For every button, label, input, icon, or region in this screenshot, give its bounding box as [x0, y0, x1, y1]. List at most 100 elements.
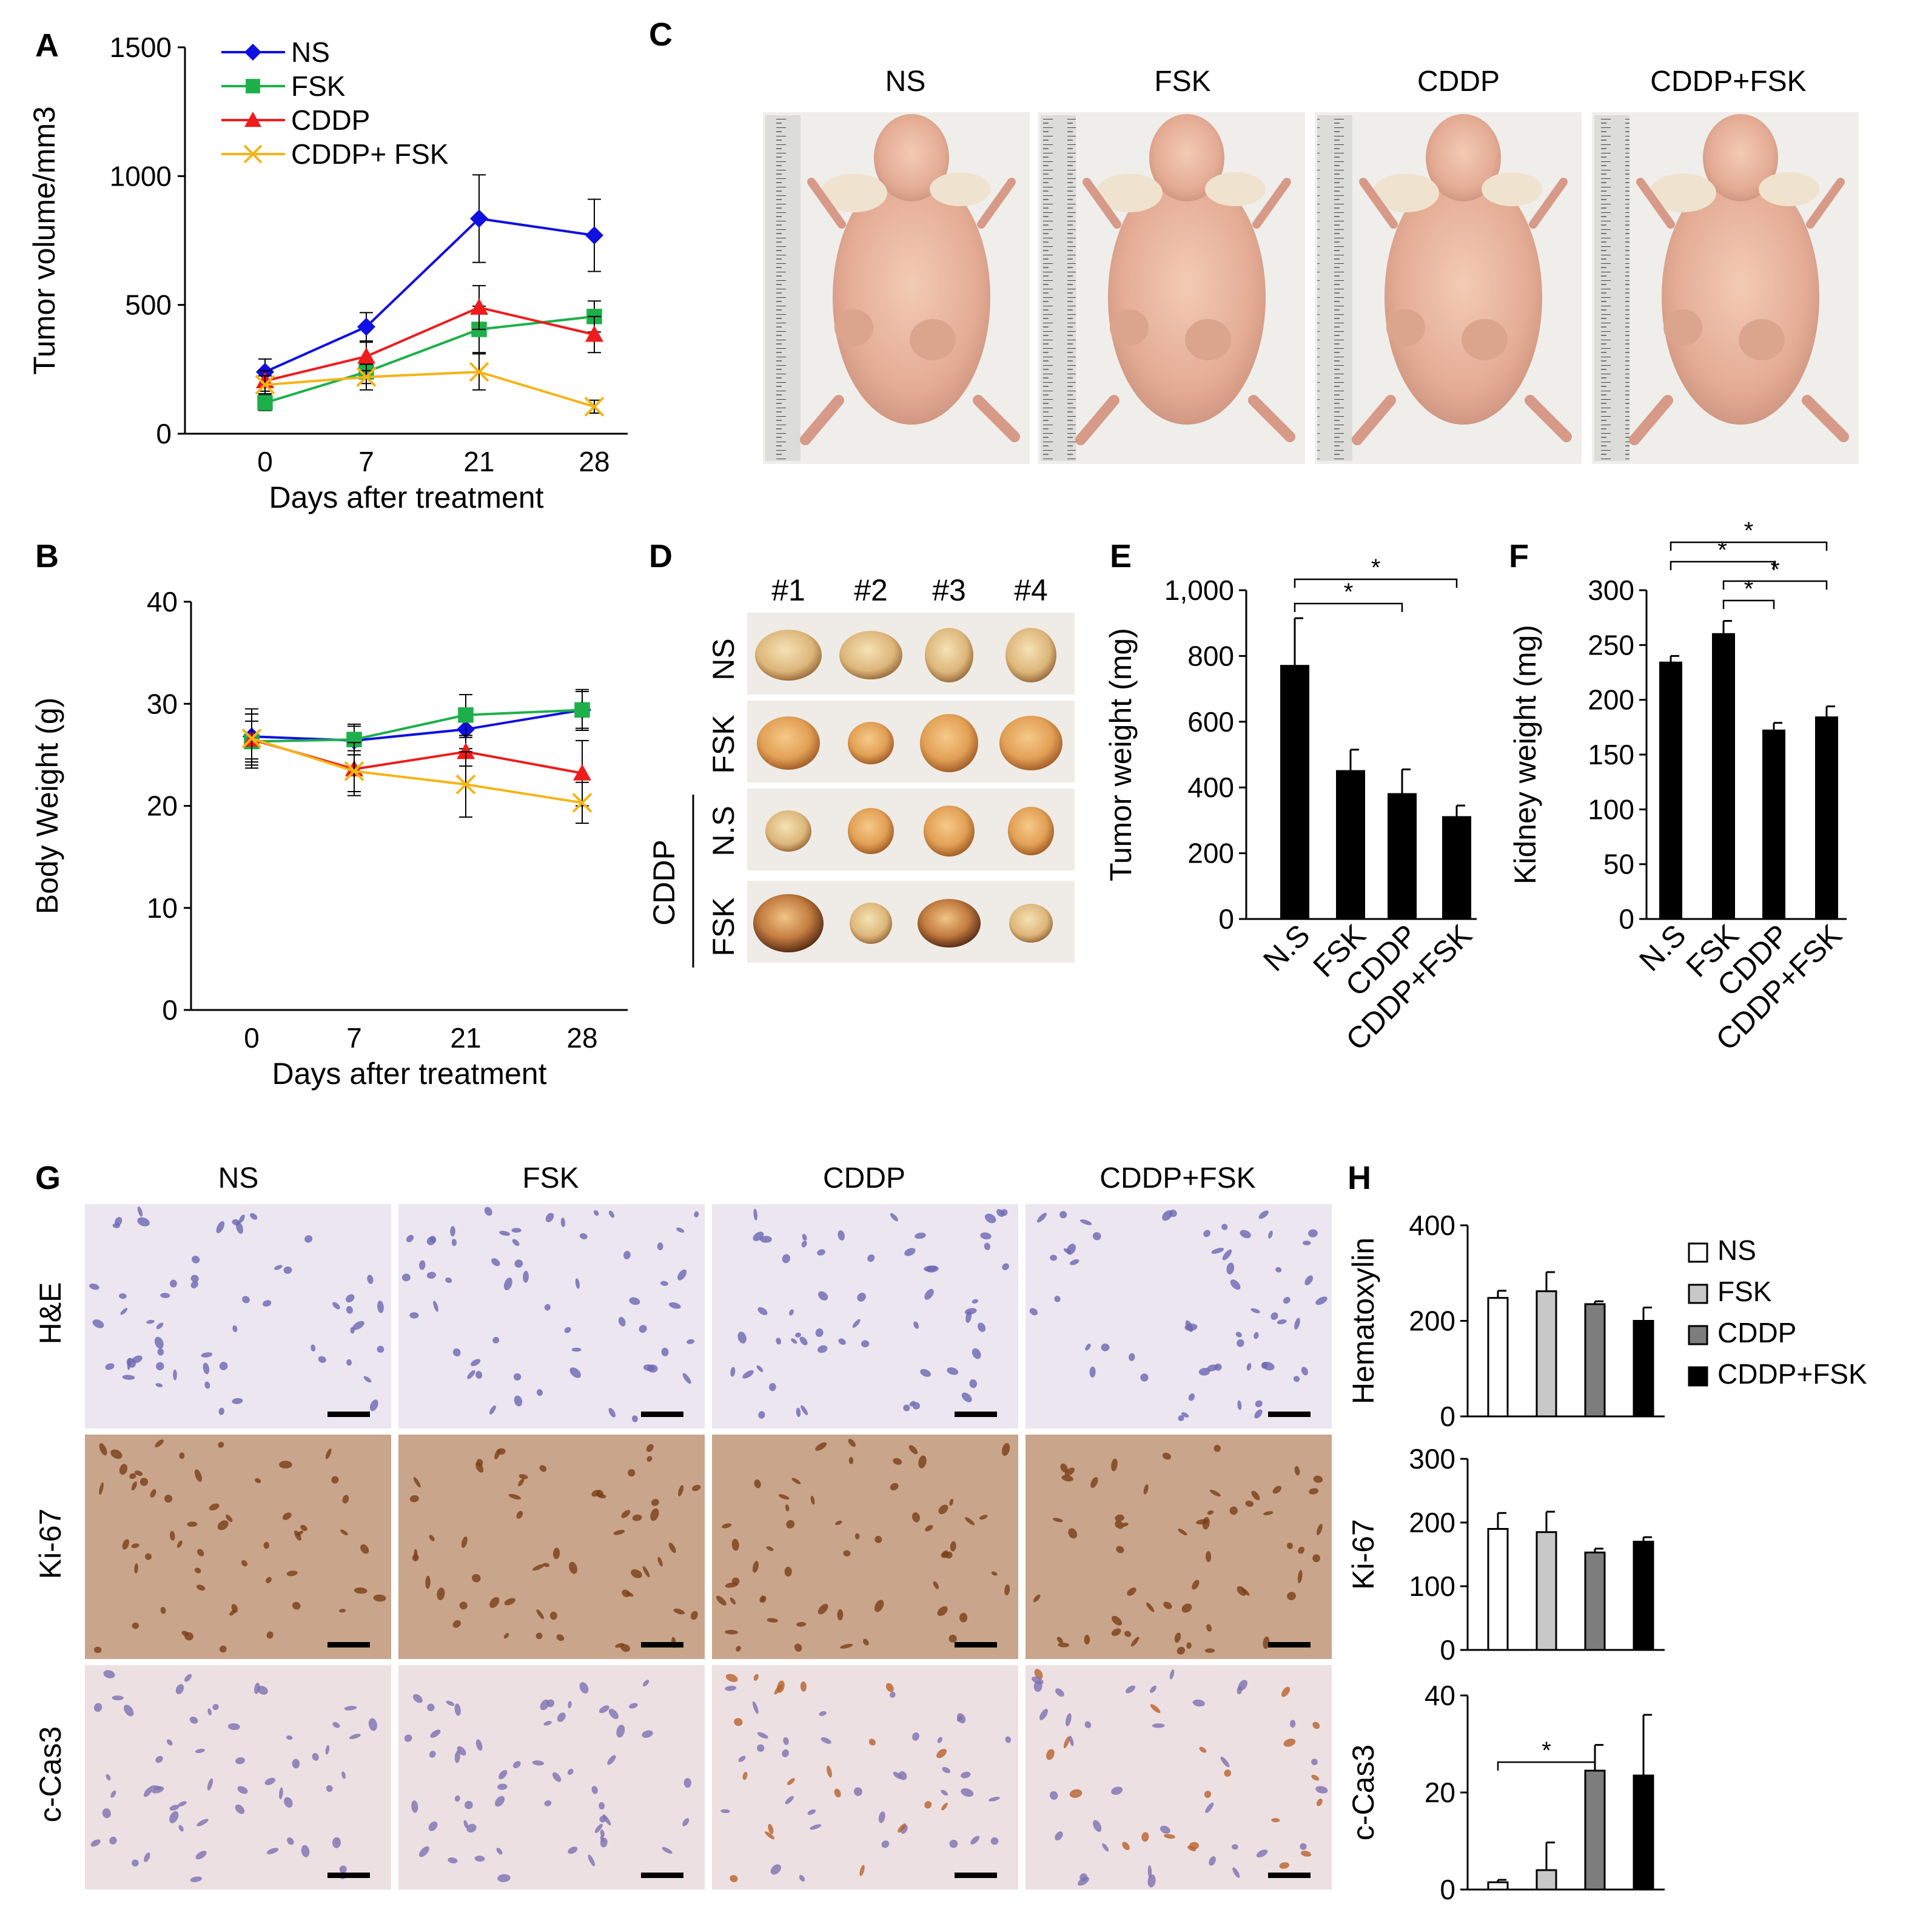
tumor-sample	[765, 810, 811, 852]
cell-nucleus	[1206, 1624, 1212, 1632]
data-point-fsk	[574, 702, 590, 718]
data-point-cddp	[585, 325, 603, 342]
cell-nucleus	[419, 1846, 429, 1857]
cell-nucleus	[325, 1745, 330, 1755]
cell-nucleus	[1311, 1759, 1318, 1766]
cell-nucleus	[758, 1411, 765, 1419]
cell-nucleus	[217, 1520, 229, 1530]
tumor-sample	[848, 808, 894, 854]
cell-nucleus	[428, 1821, 438, 1831]
cell-nucleus	[1046, 1749, 1055, 1760]
cell-nucleus	[339, 1609, 346, 1613]
cell-nucleus	[616, 1725, 625, 1738]
cell-nucleus	[1279, 1862, 1289, 1869]
cell-nucleus	[942, 1766, 951, 1774]
y-tick-label: 0	[156, 418, 172, 449]
tumor-left	[834, 309, 873, 346]
series-line-cddp	[264, 306, 595, 382]
cell-nucleus	[1222, 1249, 1232, 1261]
significance-star: *	[1542, 1737, 1551, 1764]
cell-nucleus	[1115, 1514, 1124, 1522]
tumor-id-1: #1	[771, 573, 805, 607]
cell-nucleus	[179, 1452, 185, 1459]
cell-nucleus	[608, 1210, 614, 1218]
cell-nucleus	[135, 1470, 143, 1476]
cell-nucleus	[266, 1848, 279, 1854]
cell-nucleus	[301, 1845, 310, 1857]
error-bar	[1825, 705, 1835, 718]
cell-nucleus	[250, 1213, 258, 1220]
y-tick-label: 600	[1187, 706, 1234, 738]
cell-nucleus	[893, 1771, 902, 1779]
cell-nucleus	[219, 1361, 228, 1370]
cell-nucleus	[989, 1797, 1000, 1802]
cell-nucleus	[99, 1443, 107, 1456]
cell-nucleus	[1066, 1713, 1072, 1726]
y-tick-label: 400	[1409, 1210, 1455, 1241]
cell-nucleus	[579, 1682, 589, 1694]
cell-nucleus	[155, 1755, 163, 1763]
cell-nucleus	[885, 1683, 894, 1692]
cell-nucleus	[474, 1856, 485, 1862]
cell-nucleus	[1085, 1344, 1091, 1351]
cell-nucleus	[122, 1539, 130, 1550]
cell-nucleus	[1202, 1516, 1210, 1530]
tumor-left	[1386, 309, 1425, 346]
cell-nucleus	[106, 1774, 111, 1781]
cell-nucleus	[959, 1612, 968, 1623]
cell-nucleus	[332, 1302, 340, 1310]
cell-nucleus	[725, 1674, 738, 1682]
cell-nucleus	[1102, 1843, 1109, 1852]
cell-nucleus	[1220, 1756, 1230, 1768]
mouse-ear-right	[930, 172, 990, 206]
cell-nucleus	[535, 1632, 543, 1640]
cell-nucleus	[673, 1608, 685, 1615]
cell-nucleus	[1111, 1615, 1123, 1626]
cell-nucleus	[195, 1748, 205, 1754]
cell-nucleus	[544, 1800, 552, 1806]
x-tick-label: 28	[579, 446, 609, 477]
cell-nucleus	[156, 1322, 164, 1330]
x-axis-title: Days after treatment	[272, 1057, 547, 1091]
cell-nucleus	[1181, 1603, 1192, 1613]
cell-nucleus	[1084, 1721, 1092, 1729]
data-point-cddp	[357, 347, 375, 364]
cell-nucleus	[801, 1240, 807, 1248]
cell-nucleus	[1316, 1799, 1323, 1806]
histo-background	[712, 1665, 1018, 1890]
cell-nucleus	[1213, 1444, 1221, 1452]
cell-nucleus	[1147, 1874, 1156, 1888]
cell-nucleus	[155, 1383, 163, 1387]
mouse-arms	[807, 178, 1016, 229]
cell-nucleus	[1034, 1669, 1043, 1680]
cell-nucleus	[195, 1851, 207, 1860]
chart-e-tumor-weight: 02004006008001,000N.SFSKCDDPCDDP+FSKTumo…	[1104, 554, 1479, 1057]
error-bar	[1773, 722, 1782, 731]
scale-bar	[1268, 1412, 1311, 1417]
histo-tile-r3-c1	[85, 1665, 391, 1890]
cell-nucleus	[540, 1699, 549, 1711]
cell-nucleus	[266, 1577, 272, 1584]
y-tick-label: 0	[1440, 1401, 1455, 1432]
cell-nucleus	[961, 1771, 971, 1779]
cell-nucleus	[497, 1783, 508, 1790]
histo-tile-r3-c2	[398, 1665, 705, 1890]
x-tick-label: 7	[358, 446, 374, 477]
cell-nucleus	[924, 1801, 932, 1809]
cell-nucleus	[817, 1249, 825, 1256]
cell-nucleus	[818, 1291, 828, 1301]
cell-nucleus	[1005, 1736, 1012, 1743]
bar-ns	[1487, 1528, 1509, 1651]
cell-nucleus	[286, 1570, 298, 1577]
y-axis-title: Body Weight (g)	[30, 698, 64, 915]
x-tick-label: 7	[346, 1022, 362, 1054]
cell-nucleus	[560, 1217, 566, 1227]
cell-nucleus	[657, 1242, 663, 1251]
cell-nucleus	[89, 1283, 99, 1290]
series-line-fsk	[264, 315, 595, 404]
cell-nucleus	[556, 1634, 565, 1641]
cell-nucleus	[241, 1560, 248, 1567]
cell-nucleus	[978, 1322, 986, 1332]
cell-nucleus	[144, 1553, 152, 1560]
bar-cddp-fsk	[1442, 816, 1471, 920]
